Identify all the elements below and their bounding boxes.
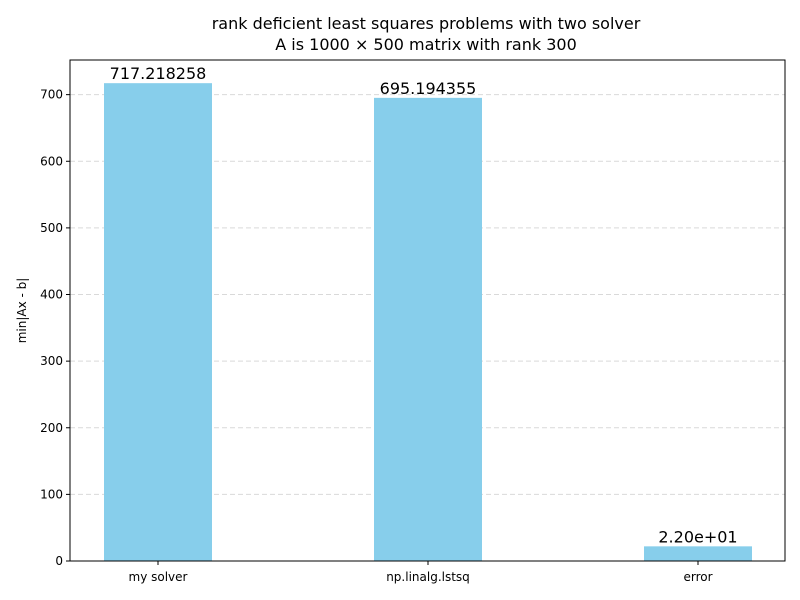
y-tick-label: 0 <box>55 554 63 568</box>
bar <box>644 546 752 561</box>
y-tick-label: 700 <box>40 88 63 102</box>
y-axis-label: min|Ax - b| <box>15 278 29 344</box>
x-tick-label: error <box>683 570 712 584</box>
grid-lines <box>70 94 785 495</box>
y-tick-label: 400 <box>40 288 63 302</box>
y-axis-ticks: 0 100 200 300 400 500 600 700 <box>40 88 70 568</box>
bar-value-label: 717.218258 <box>110 64 207 83</box>
bar <box>104 83 212 561</box>
x-tick-label: my solver <box>129 570 188 584</box>
data-labels: 717.218258 695.194355 2.20e+01 <box>110 64 738 546</box>
chart-title-line1: rank deficient least squares problems wi… <box>212 14 641 33</box>
bar-value-label: 695.194355 <box>380 79 477 98</box>
bars <box>104 83 752 562</box>
y-tick-label: 500 <box>40 221 63 235</box>
y-tick-label: 300 <box>40 354 63 368</box>
y-tick-label: 600 <box>40 154 63 168</box>
chart-title-line2: A is 1000 × 500 matrix with rank 300 <box>275 35 577 54</box>
y-tick-label: 100 <box>40 487 63 501</box>
x-axis-ticks: my solver np.linalg.lstsq error <box>129 561 713 584</box>
x-tick-label: np.linalg.lstsq <box>386 570 470 584</box>
bar-value-label: 2.20e+01 <box>658 527 737 546</box>
bar <box>374 97 482 562</box>
y-tick-label: 200 <box>40 421 63 435</box>
